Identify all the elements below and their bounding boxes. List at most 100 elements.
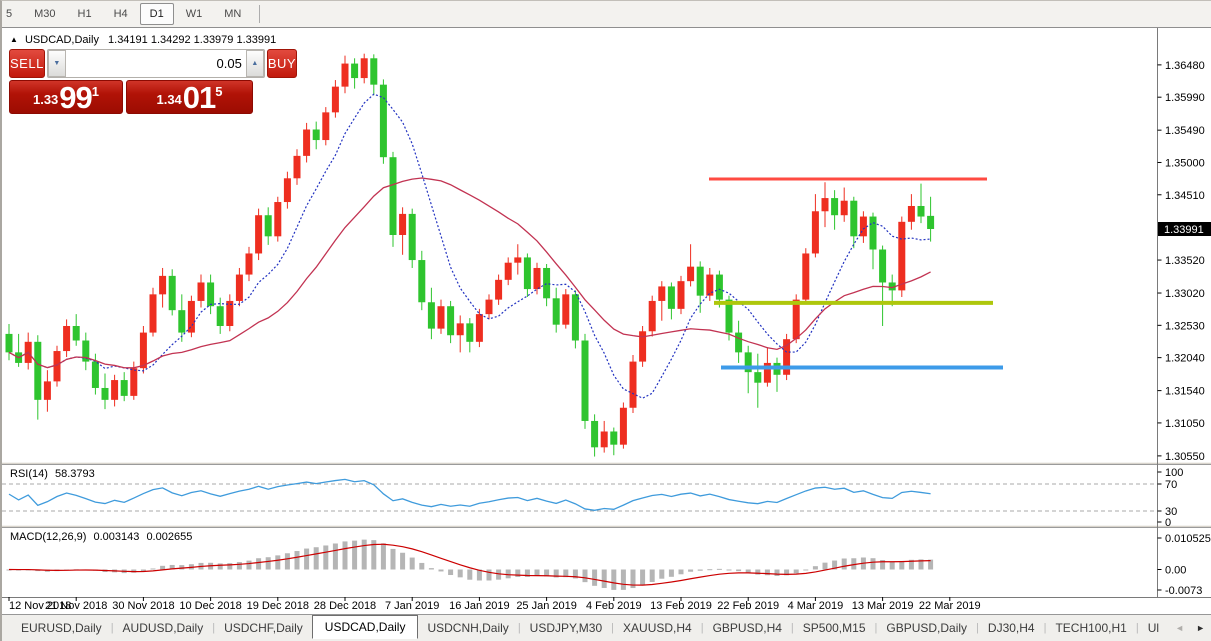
tab-gbpusd[interactable]: GBPUSD,Daily bbox=[886, 621, 968, 635]
pane-splitter[interactable] bbox=[2, 525, 1211, 528]
svg-text:0.00: 0.00 bbox=[1165, 565, 1186, 577]
chart-tab-bar: EURUSD,Daily | AUDUSD,Daily | USDCHF,Daily US… bbox=[2, 614, 1211, 641]
rsi-name: RSI(14) bbox=[10, 468, 48, 480]
buy-price-pipette: 5 bbox=[215, 84, 223, 99]
svg-text:1.33520: 1.33520 bbox=[1165, 255, 1205, 267]
timeframe-button-m30[interactable]: M30 bbox=[24, 3, 65, 25]
svg-text:0: 0 bbox=[1165, 517, 1171, 529]
timeframe-button-h4[interactable]: H4 bbox=[104, 3, 138, 25]
timeframe-button-mn[interactable]: MN bbox=[214, 3, 251, 25]
macd-scale: 0.010525 0.00 -0.0073 bbox=[1157, 533, 1211, 597]
chart-symbol-label: USDCAD,Daily bbox=[24, 34, 99, 46]
tab-xauusd[interactable]: XAUUSD,H4 bbox=[623, 621, 692, 635]
rsi-value: 58.3793 bbox=[54, 468, 95, 480]
timeframe-button-5[interactable]: 5 bbox=[2, 3, 22, 25]
time-axis-label: 22 Mar 2019 bbox=[919, 600, 981, 612]
sell-price-panel[interactable]: 1.33 99 1 bbox=[9, 80, 123, 114]
macd-signal-value: 0.002655 bbox=[146, 531, 193, 543]
volume-decrease-button[interactable]: ▼ bbox=[47, 50, 66, 77]
timeframe-button-w1[interactable]: W1 bbox=[176, 3, 213, 25]
toolbar-separator bbox=[259, 5, 261, 23]
time-axis-label: 4 Mar 2019 bbox=[788, 600, 844, 612]
time-axis-label: 4 Feb 2019 bbox=[586, 600, 642, 612]
svg-text:1.34510: 1.34510 bbox=[1165, 190, 1205, 202]
time-axis-label: 12 Nov 2018 bbox=[9, 600, 71, 612]
time-axis-label: 21 Nov 2018 bbox=[45, 600, 107, 612]
tab-eurusd[interactable]: EURUSD,Daily bbox=[21, 621, 102, 635]
svg-text:30: 30 bbox=[1165, 506, 1177, 518]
time-axis-label: 19 Dec 2018 bbox=[247, 600, 309, 612]
svg-text:1.30550: 1.30550 bbox=[1165, 451, 1205, 463]
tab-scroll-left-icon[interactable]: ◄ bbox=[1175, 623, 1185, 633]
time-axis-label: 22 Feb 2019 bbox=[717, 600, 779, 612]
tab-usdjpy[interactable]: USDJPY,M30 bbox=[529, 621, 603, 635]
chart-title: ▲ USDCAD,Daily 1.34191 1.34292 1.33979 1… bbox=[10, 34, 276, 46]
tab-usdcad[interactable]: USDCAD,Daily bbox=[311, 615, 419, 639]
tab-usdchf[interactable]: USDCHF,Daily bbox=[224, 621, 303, 635]
macd-main-value: 0.003143 bbox=[93, 531, 140, 543]
tab-separator: | bbox=[976, 622, 979, 634]
chart-ohlc-values: 1.34191 1.34292 1.33979 1.33991 bbox=[108, 34, 277, 46]
svg-text:1.31050: 1.31050 bbox=[1165, 418, 1205, 430]
tab-audusd[interactable]: AUDUSD,Daily bbox=[122, 621, 204, 635]
buy-price-panel[interactable]: 1.34 01 5 bbox=[126, 80, 253, 114]
volume-input[interactable] bbox=[65, 50, 246, 77]
timeframe-button-h1[interactable]: H1 bbox=[68, 3, 102, 25]
svg-text:0.010525: 0.010525 bbox=[1165, 533, 1211, 545]
tab-separator: | bbox=[1135, 622, 1139, 634]
svg-text:1.32040: 1.32040 bbox=[1165, 353, 1205, 365]
timeframe-toolbar: 5 M30 H1 H4 D1 W1 MN bbox=[2, 1, 1211, 28]
tab-scroll-controls: ◄ ► bbox=[1169, 615, 1205, 641]
time-axis-label: 25 Jan 2019 bbox=[516, 600, 577, 612]
svg-text:1.35990: 1.35990 bbox=[1165, 92, 1205, 104]
chart-region: 1.36480 1.35990 1.35490 1.35000 1.34510 1.335… bbox=[2, 28, 1211, 614]
svg-text:1.35490: 1.35490 bbox=[1165, 125, 1205, 137]
sell-button[interactable]: SELL bbox=[9, 49, 45, 78]
svg-text:100: 100 bbox=[1165, 467, 1183, 479]
chart-canvas[interactable]: 1.364801.359901.354901.350001.345101.335… bbox=[2, 28, 1211, 614]
tab-separator: | bbox=[611, 622, 615, 634]
price-axis: 1.36480 1.35990 1.35490 1.35000 1.34510 1.335… bbox=[1157, 60, 1205, 463]
timeframe-button-d1[interactable]: D1 bbox=[139, 3, 174, 25]
rsi-line bbox=[8, 478, 931, 511]
tab-separator: | bbox=[110, 622, 114, 634]
macd-histogram bbox=[6, 539, 934, 590]
tab-sp500[interactable]: SP500,M15 bbox=[802, 621, 866, 635]
tab-separator: | bbox=[212, 622, 216, 634]
time-axis-label: 13 Feb 2019 bbox=[650, 600, 712, 612]
macd-name: MACD(12,26,9) bbox=[10, 531, 87, 543]
tab-separator: | bbox=[790, 622, 794, 634]
ma-slow-line bbox=[8, 177, 931, 369]
time-axis-label: 13 Mar 2019 bbox=[852, 600, 914, 612]
ma-fast-line bbox=[8, 93, 931, 399]
rsi-indicator-label: RSI(14) 58.3793 bbox=[10, 468, 95, 480]
svg-text:1.33991: 1.33991 bbox=[1164, 224, 1204, 236]
current-price-badge: 1.33991 bbox=[1158, 222, 1211, 236]
svg-text:70: 70 bbox=[1165, 479, 1177, 491]
tab-separator: | bbox=[874, 622, 878, 634]
time-axis-label: 30 Nov 2018 bbox=[112, 600, 174, 612]
time-axis-label: 7 Jan 2019 bbox=[385, 600, 439, 612]
tab-gbpusd[interactable]: GBPUSD,H4 bbox=[712, 621, 782, 635]
buy-button[interactable]: BUY bbox=[266, 49, 298, 78]
tab-separator: | bbox=[700, 622, 704, 634]
tab-dj30[interactable]: DJ30,H4 bbox=[987, 621, 1035, 635]
volume-box: ▼ ▲ bbox=[46, 49, 265, 78]
tab-separator: | bbox=[1043, 622, 1047, 634]
sell-price-pipette: 1 bbox=[91, 84, 100, 99]
panel-collapse-triangle-icon[interactable]: ▲ bbox=[10, 35, 18, 44]
pane-splitter[interactable] bbox=[2, 462, 1211, 465]
svg-text:1.33020: 1.33020 bbox=[1165, 288, 1205, 300]
tab-scroll-right-icon[interactable]: ► bbox=[1196, 623, 1205, 633]
time-axis-label: 28 Dec 2018 bbox=[314, 600, 376, 612]
time-axis-label: 10 Dec 2018 bbox=[179, 600, 241, 612]
buy-price-prefix: 1.34 bbox=[156, 92, 182, 107]
tab-tech100[interactable]: TECH100,H1 bbox=[1055, 621, 1127, 635]
tab-ul[interactable]: Ul bbox=[1147, 621, 1160, 635]
buy-price-big: 01 bbox=[182, 79, 216, 115]
macd-signal-line bbox=[8, 543, 931, 586]
volume-increase-button[interactable]: ▲ bbox=[245, 50, 264, 77]
tab-usdcnh[interactable]: USDCNH,Daily bbox=[427, 621, 509, 635]
